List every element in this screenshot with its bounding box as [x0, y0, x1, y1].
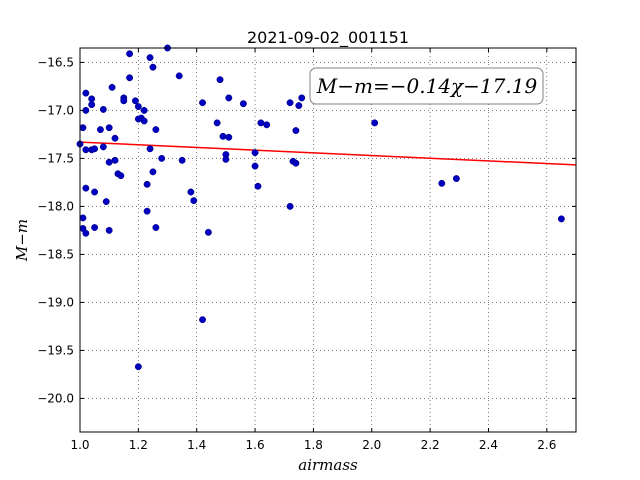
chart-title: 2021-09-02_001151 — [247, 28, 409, 48]
data-point — [120, 97, 128, 105]
data-point — [99, 105, 107, 113]
data-point — [149, 63, 157, 71]
data-point — [126, 74, 134, 82]
y-tick-label: −19.5 — [37, 343, 74, 357]
data-point — [131, 97, 139, 105]
y-tick-label: −17.0 — [37, 103, 74, 117]
data-point — [91, 188, 99, 196]
data-point — [117, 172, 125, 180]
data-point — [91, 224, 99, 231]
data-point — [175, 72, 183, 80]
data-point — [178, 156, 186, 164]
data-point — [557, 215, 565, 223]
data-point — [91, 145, 99, 153]
fit-line — [79, 141, 577, 166]
annotation-box — [309, 67, 544, 105]
x-tick-label: 1.6 — [246, 438, 265, 452]
data-point — [143, 180, 151, 188]
data-point — [216, 76, 224, 84]
data-point — [82, 229, 90, 237]
data-point — [79, 214, 87, 222]
plot-area-frame — [79, 47, 577, 433]
y-tick-label: −16.5 — [37, 55, 74, 69]
data-point — [251, 162, 259, 170]
data-point — [96, 126, 104, 134]
data-point — [152, 126, 160, 134]
grid — [79, 48, 576, 432]
data-point — [292, 159, 300, 167]
x-tick-label: 2.2 — [421, 438, 440, 452]
data-point — [99, 143, 107, 151]
data-point — [82, 89, 90, 97]
data-points — [76, 44, 565, 371]
data-point — [88, 101, 96, 109]
data-point — [126, 50, 134, 58]
data-point — [140, 106, 148, 114]
y-tick-label: −20.0 — [37, 391, 74, 405]
data-point — [219, 132, 227, 140]
data-point — [204, 228, 212, 236]
data-point — [257, 119, 265, 127]
data-point — [295, 102, 303, 110]
data-point — [225, 133, 233, 141]
data-point — [239, 100, 247, 108]
data-point — [158, 154, 166, 162]
data-point — [105, 158, 113, 166]
data-point — [102, 198, 110, 206]
fit-equation-annotation: M−m=−0.14χ−17.19 — [309, 67, 544, 105]
data-point — [134, 103, 142, 111]
data-point — [146, 145, 154, 153]
data-point — [146, 54, 154, 62]
x-tick-label: 1.8 — [304, 438, 323, 452]
data-point — [438, 179, 446, 187]
data-point — [199, 316, 206, 324]
data-point — [79, 124, 87, 132]
data-point — [286, 202, 294, 210]
data-point — [152, 224, 160, 231]
data-point — [82, 184, 90, 192]
data-point — [111, 134, 119, 142]
data-point — [292, 127, 300, 135]
data-point — [134, 363, 142, 371]
data-point — [251, 149, 259, 157]
y-tick-label: −19.0 — [37, 295, 74, 309]
x-tick-label: 1.2 — [129, 438, 148, 452]
x-tick-label: 2.0 — [362, 438, 381, 452]
data-point — [88, 95, 96, 103]
data-point — [225, 94, 233, 102]
y-tick-label: −17.5 — [37, 151, 74, 165]
data-point — [263, 121, 271, 129]
data-point — [143, 207, 151, 215]
x-tick-label: 1.0 — [70, 438, 89, 452]
x-tick-label: 1.4 — [187, 438, 206, 452]
data-point — [452, 175, 460, 183]
data-point — [213, 119, 221, 127]
x-tick-label: 2.4 — [479, 438, 498, 452]
data-point — [286, 99, 294, 107]
data-point — [371, 119, 379, 127]
data-point — [111, 156, 119, 164]
data-point — [140, 117, 148, 125]
data-point — [222, 155, 230, 163]
data-point — [105, 124, 113, 132]
x-axis-label: airmass — [298, 456, 358, 474]
y-axis-label: M−m — [13, 219, 31, 262]
axis-ticks: 1.0 1.2 1.4 1.6 1.8 2.0 2.2 2.4 2.6 −16.5 −17.0 −17… — [37, 48, 576, 452]
data-point — [298, 94, 306, 102]
data-point — [187, 188, 195, 196]
y-tick-label: −18.5 — [37, 247, 74, 261]
data-point — [199, 99, 206, 107]
data-point — [149, 168, 157, 176]
data-point — [105, 226, 113, 234]
data-point — [254, 182, 262, 190]
fit-line-layer — [79, 141, 577, 166]
x-tick-label: 2.6 — [537, 438, 556, 452]
annotation-text: M−m=−0.14χ−17.19 — [316, 74, 538, 98]
data-point — [108, 83, 116, 91]
y-tick-label: −18.0 — [37, 199, 74, 213]
data-point — [82, 146, 90, 154]
data-point — [190, 197, 198, 205]
